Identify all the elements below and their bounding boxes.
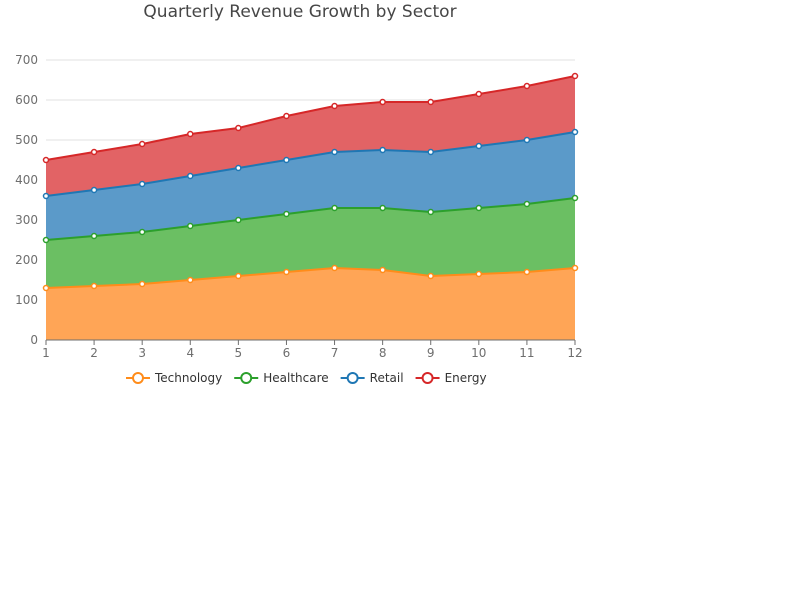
point-healthcare[interactable]	[90, 232, 98, 240]
point-retail[interactable]	[187, 172, 194, 180]
area-energy	[46, 76, 575, 196]
line-technology	[45, 266, 576, 289]
point-energy[interactable]	[235, 124, 242, 132]
point-technology[interactable]	[283, 268, 290, 276]
point-retail[interactable]	[427, 148, 434, 156]
x-tick-label: 8	[379, 346, 387, 360]
point-technology[interactable]	[475, 270, 483, 278]
point-retail[interactable]	[523, 136, 531, 144]
point-healthcare[interactable]	[379, 204, 386, 212]
legend-circle-icon	[421, 372, 434, 384]
point-technology[interactable]	[571, 264, 579, 272]
point-retail[interactable]	[283, 156, 290, 164]
legend-circle-icon	[240, 372, 253, 384]
point-technology[interactable]	[90, 282, 98, 290]
y-tick-label: 600	[15, 93, 38, 107]
point-technology[interactable]	[379, 266, 386, 274]
point-healthcare[interactable]	[427, 208, 434, 216]
point-healthcare[interactable]	[235, 216, 242, 224]
y-tick-label: 400	[15, 173, 38, 187]
point-energy[interactable]	[42, 156, 50, 164]
x-tick-label: 3	[138, 346, 146, 360]
point-energy[interactable]	[475, 90, 483, 98]
point-technology[interactable]	[235, 272, 242, 280]
area-retail	[46, 132, 575, 240]
point-energy[interactable]	[187, 130, 194, 138]
series-points	[42, 72, 579, 292]
legend-label: Retail	[370, 371, 404, 385]
legend-item-retail[interactable]: Retail	[340, 371, 404, 385]
x-tick-label: 7	[331, 346, 339, 360]
point-energy[interactable]	[571, 72, 579, 80]
point-retail[interactable]	[331, 148, 338, 156]
point-technology[interactable]	[42, 284, 50, 292]
point-retail[interactable]	[571, 128, 579, 136]
y-tick-label: 200	[15, 253, 38, 267]
legend-label: Energy	[445, 371, 487, 385]
point-healthcare[interactable]	[138, 228, 146, 236]
point-technology[interactable]	[523, 268, 531, 276]
point-technology[interactable]	[138, 280, 146, 288]
x-tick-label: 2	[90, 346, 98, 360]
point-retail[interactable]	[475, 142, 483, 150]
point-healthcare[interactable]	[475, 204, 483, 212]
point-healthcare[interactable]	[42, 236, 50, 244]
point-healthcare[interactable]	[331, 204, 338, 212]
point-healthcare[interactable]	[523, 200, 531, 208]
y-tick-label: 100	[15, 293, 38, 307]
x-tick-label: 5	[235, 346, 243, 360]
legend-item-energy[interactable]: Energy	[415, 371, 487, 385]
point-energy[interactable]	[138, 140, 146, 148]
y-tick-label: 0	[30, 333, 38, 347]
point-energy[interactable]	[379, 98, 386, 106]
point-healthcare[interactable]	[283, 210, 290, 218]
point-technology[interactable]	[187, 276, 194, 284]
y-tick-label: 700	[15, 53, 38, 67]
point-retail[interactable]	[138, 180, 146, 188]
legend-label: Technology	[154, 371, 222, 385]
x-tick-label: 11	[519, 346, 534, 360]
point-energy[interactable]	[523, 82, 531, 90]
point-energy[interactable]	[427, 98, 434, 106]
legend-label: Healthcare	[263, 371, 328, 385]
legend-item-healthcare[interactable]: Healthcare	[234, 371, 329, 385]
point-retail[interactable]	[379, 146, 386, 154]
x-tick-label: 6	[283, 346, 291, 360]
y-tick-label: 500	[15, 133, 38, 147]
x-tick-label: 10	[471, 346, 486, 360]
chart-title: Quarterly Revenue Growth by Sector	[143, 2, 457, 22]
point-retail[interactable]	[42, 192, 50, 200]
line-retail	[45, 131, 576, 197]
area-healthcare	[46, 198, 575, 288]
series-areas	[46, 76, 575, 340]
point-technology[interactable]	[427, 272, 434, 280]
area-technology	[46, 268, 575, 340]
y-tick-label: 300	[15, 213, 38, 227]
point-technology[interactable]	[331, 264, 338, 272]
x-tick-label: 9	[427, 346, 435, 360]
point-healthcare[interactable]	[187, 222, 194, 230]
x-tick-label: 12	[567, 346, 582, 360]
point-retail[interactable]	[90, 186, 98, 194]
line-energy	[45, 75, 576, 161]
point-healthcare[interactable]	[571, 194, 579, 202]
legend-circle-icon	[346, 372, 359, 384]
x-tick-label: 1	[42, 346, 50, 360]
series-lines	[45, 75, 576, 289]
point-retail[interactable]	[235, 164, 242, 172]
legend[interactable]: Technology Healthcare Retail Energy	[126, 371, 487, 385]
point-energy[interactable]	[283, 112, 290, 120]
line-healthcare	[45, 197, 576, 241]
legend-item-technology[interactable]: Technology	[126, 371, 222, 385]
point-energy[interactable]	[331, 102, 338, 110]
point-energy[interactable]	[90, 148, 98, 156]
legend-circle-icon	[132, 372, 144, 384]
x-tick-label: 4	[186, 346, 194, 360]
